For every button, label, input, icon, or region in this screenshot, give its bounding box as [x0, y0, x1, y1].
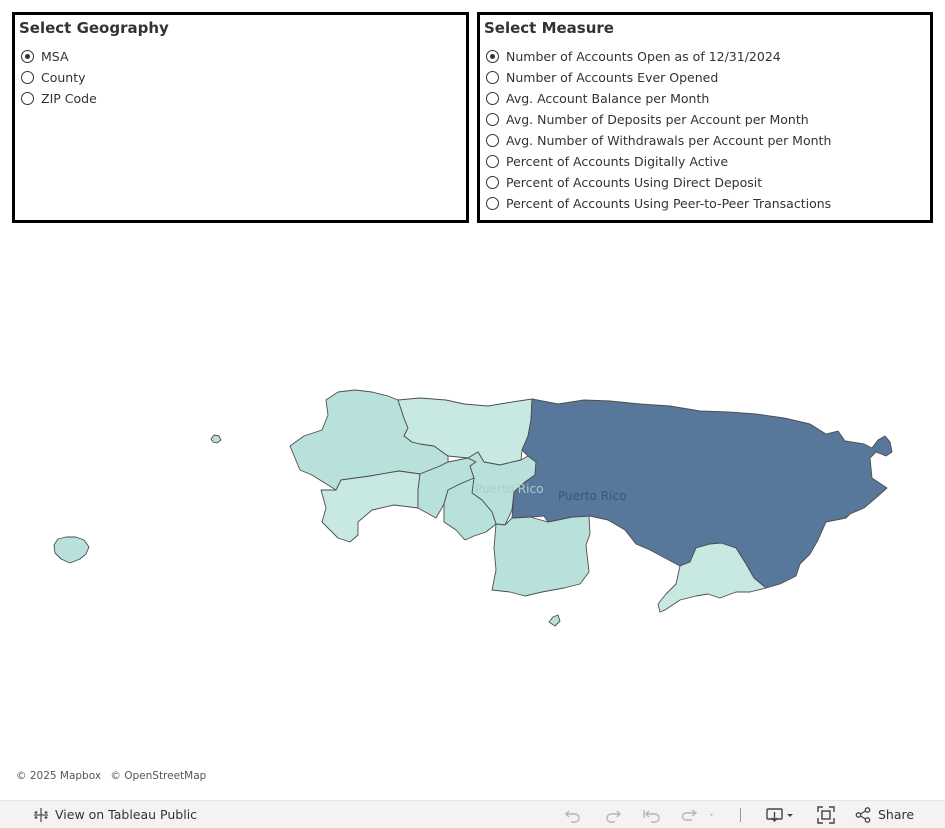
geography-option-label: ZIP Code — [41, 91, 97, 106]
measure-option-accounts-ever-opened[interactable]: Number of Accounts Ever Opened — [486, 67, 831, 88]
map-label: Puerto Rico — [475, 482, 543, 496]
measure-option-direct-deposit[interactable]: Percent of Accounts Using Direct Deposit — [486, 172, 831, 193]
measure-options: Number of Accounts Open as of 12/31/2024… — [486, 46, 831, 214]
geography-options: MSA County ZIP Code — [21, 46, 97, 109]
measure-filter-title: Select Measure — [484, 19, 614, 37]
island-desecheo[interactable] — [210, 434, 222, 444]
undo-button[interactable] — [564, 801, 582, 828]
radio-icon[interactable] — [486, 92, 499, 105]
share-label: Share — [878, 807, 915, 822]
share-icon — [855, 806, 871, 823]
redo-button[interactable] — [604, 801, 622, 828]
measure-option-avg-withdrawals[interactable]: Avg. Number of Withdrawals per Account p… — [486, 130, 831, 151]
measure-option-avg-balance[interactable]: Avg. Account Balance per Month — [486, 88, 831, 109]
measure-option-accounts-open[interactable]: Number of Accounts Open as of 12/31/2024 — [486, 46, 831, 67]
geography-option-msa[interactable]: MSA — [21, 46, 97, 67]
radio-icon[interactable] — [486, 134, 499, 147]
region-ponce[interactable] — [491, 515, 591, 597]
toolbar-divider — [740, 808, 741, 822]
geography-option-label: MSA — [41, 49, 69, 64]
geography-filter-title: Select Geography — [19, 19, 169, 37]
radio-icon[interactable] — [486, 113, 499, 126]
radio-icon[interactable] — [486, 176, 499, 189]
osm-attribution-link[interactable]: © OpenStreetMap — [110, 770, 207, 782]
radio-selected-icon[interactable] — [486, 50, 499, 63]
radio-icon[interactable] — [486, 71, 499, 84]
measure-option-digitally-active[interactable]: Percent of Accounts Digitally Active — [486, 151, 831, 172]
fullscreen-button[interactable] — [817, 801, 835, 828]
geography-filter: Select Geography MSA County ZIP Code — [12, 12, 469, 223]
measure-option-label: Avg. Account Balance per Month — [506, 91, 710, 106]
radio-icon[interactable] — [21, 71, 34, 84]
measure-option-label: Percent of Accounts Using Direct Deposit — [506, 175, 763, 190]
measure-option-p2p[interactable]: Percent of Accounts Using Peer-to-Peer T… — [486, 193, 831, 214]
island-mona[interactable] — [53, 536, 90, 564]
radio-icon[interactable] — [486, 197, 499, 210]
map-attribution: © 2025 Mapbox © OpenStreetMap — [16, 770, 212, 782]
puerto-rico-map[interactable]: Puerto Rico Puerto Rico — [0, 230, 945, 790]
refresh-button[interactable] — [680, 801, 714, 828]
radio-icon[interactable] — [21, 92, 34, 105]
download-button[interactable] — [766, 801, 796, 828]
tableau-toolbar: View on Tableau Public — [0, 800, 945, 828]
refresh-icon — [680, 807, 714, 823]
geography-option-zip[interactable]: ZIP Code — [21, 88, 97, 109]
measure-option-label: Avg. Number of Deposits per Account per … — [506, 112, 809, 127]
tableau-logo-icon — [33, 807, 49, 823]
view-on-tableau-public-link[interactable]: View on Tableau Public — [33, 801, 197, 828]
radio-icon[interactable] — [486, 155, 499, 168]
geography-option-county[interactable]: County — [21, 67, 97, 88]
measure-filter: Select Measure Number of Accounts Open a… — [477, 12, 933, 223]
measure-option-label: Number of Accounts Ever Opened — [506, 70, 719, 85]
region-guayama[interactable] — [657, 542, 767, 613]
fullscreen-icon — [817, 805, 835, 824]
region-san-german-sw[interactable] — [320, 470, 421, 543]
island-caja-de-muertos[interactable] — [548, 614, 561, 627]
measure-option-label: Number of Accounts Open as of 12/31/2024 — [506, 49, 781, 64]
download-icon — [766, 807, 796, 823]
undo-icon — [564, 807, 582, 823]
measure-option-label: Percent of Accounts Using Peer-to-Peer T… — [506, 196, 832, 211]
view-on-tableau-public-label: View on Tableau Public — [55, 807, 198, 822]
redo-icon — [604, 807, 622, 823]
measure-option-label: Percent of Accounts Digitally Active — [506, 154, 729, 169]
map-label: Puerto Rico — [558, 489, 626, 503]
measure-option-label: Avg. Number of Withdrawals per Account p… — [506, 133, 832, 148]
mapbox-attribution-link[interactable]: © 2025 Mapbox — [16, 770, 102, 782]
geography-option-label: County — [41, 70, 86, 85]
share-button[interactable]: Share — [855, 801, 914, 828]
region-san-juan-msa[interactable] — [511, 398, 893, 589]
region-yauco[interactable] — [443, 477, 497, 541]
revert-button[interactable] — [642, 801, 662, 828]
radio-selected-icon[interactable] — [21, 50, 34, 63]
revert-icon — [642, 807, 662, 823]
measure-option-avg-deposits[interactable]: Avg. Number of Deposits per Account per … — [486, 109, 831, 130]
